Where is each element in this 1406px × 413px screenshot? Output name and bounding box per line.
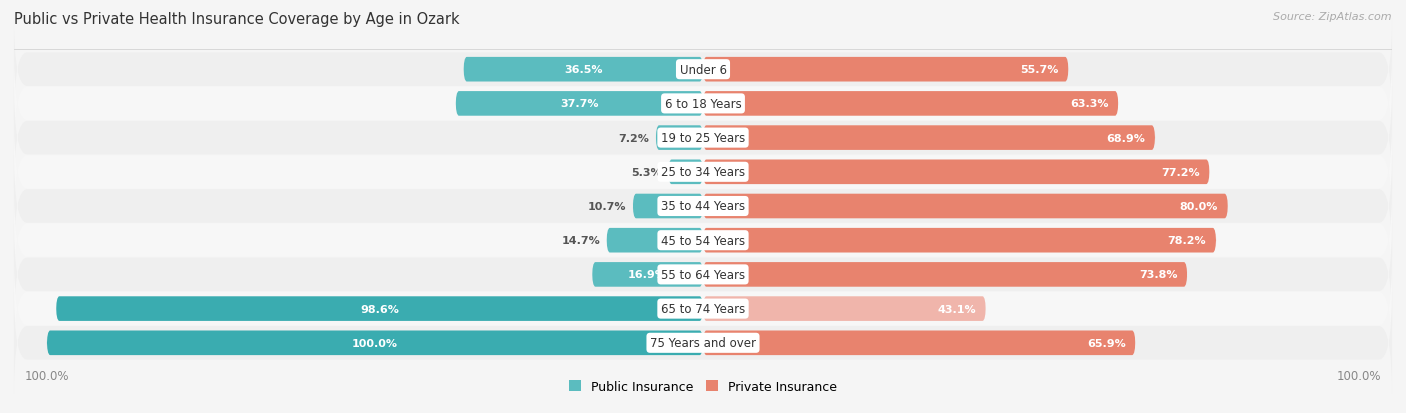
FancyBboxPatch shape — [14, 292, 1392, 394]
Text: 37.7%: 37.7% — [560, 99, 599, 109]
Text: 10.7%: 10.7% — [588, 202, 626, 211]
Text: 16.9%: 16.9% — [628, 270, 666, 280]
Text: 55 to 64 Years: 55 to 64 Years — [661, 268, 745, 281]
Text: 68.9%: 68.9% — [1107, 133, 1146, 143]
Legend: Public Insurance, Private Insurance: Public Insurance, Private Insurance — [564, 375, 842, 398]
Text: 6 to 18 Years: 6 to 18 Years — [665, 97, 741, 111]
FancyBboxPatch shape — [703, 262, 1187, 287]
Text: 65 to 74 Years: 65 to 74 Years — [661, 302, 745, 316]
Text: 43.1%: 43.1% — [938, 304, 976, 314]
Text: 80.0%: 80.0% — [1180, 202, 1218, 211]
Text: 45 to 54 Years: 45 to 54 Years — [661, 234, 745, 247]
FancyBboxPatch shape — [703, 297, 986, 321]
FancyBboxPatch shape — [633, 194, 703, 219]
FancyBboxPatch shape — [668, 160, 703, 185]
Text: 75 Years and over: 75 Years and over — [650, 337, 756, 349]
Text: 36.5%: 36.5% — [564, 65, 603, 75]
Text: 77.2%: 77.2% — [1161, 167, 1199, 177]
Text: 63.3%: 63.3% — [1070, 99, 1108, 109]
Text: 14.7%: 14.7% — [561, 236, 600, 246]
FancyBboxPatch shape — [14, 223, 1392, 326]
FancyBboxPatch shape — [703, 58, 1069, 82]
Text: Under 6: Under 6 — [679, 64, 727, 76]
Text: 5.3%: 5.3% — [631, 167, 662, 177]
FancyBboxPatch shape — [14, 121, 1392, 224]
FancyBboxPatch shape — [14, 87, 1392, 190]
FancyBboxPatch shape — [14, 155, 1392, 258]
Text: 25 to 34 Years: 25 to 34 Years — [661, 166, 745, 179]
FancyBboxPatch shape — [703, 194, 1227, 219]
FancyBboxPatch shape — [592, 262, 703, 287]
Text: 100.0%: 100.0% — [352, 338, 398, 348]
FancyBboxPatch shape — [703, 228, 1216, 253]
Text: 55.7%: 55.7% — [1021, 65, 1059, 75]
FancyBboxPatch shape — [703, 92, 1118, 116]
FancyBboxPatch shape — [14, 189, 1392, 292]
Text: 19 to 25 Years: 19 to 25 Years — [661, 132, 745, 145]
FancyBboxPatch shape — [703, 331, 1136, 355]
FancyBboxPatch shape — [56, 297, 703, 321]
FancyBboxPatch shape — [46, 331, 703, 355]
FancyBboxPatch shape — [14, 19, 1392, 121]
Text: Source: ZipAtlas.com: Source: ZipAtlas.com — [1274, 12, 1392, 22]
Text: 35 to 44 Years: 35 to 44 Years — [661, 200, 745, 213]
Text: 65.9%: 65.9% — [1087, 338, 1126, 348]
FancyBboxPatch shape — [655, 126, 703, 151]
FancyBboxPatch shape — [14, 52, 1392, 156]
Text: 73.8%: 73.8% — [1139, 270, 1177, 280]
Text: 7.2%: 7.2% — [619, 133, 650, 143]
Text: Public vs Private Health Insurance Coverage by Age in Ozark: Public vs Private Health Insurance Cover… — [14, 12, 460, 27]
Text: 98.6%: 98.6% — [360, 304, 399, 314]
FancyBboxPatch shape — [703, 126, 1156, 151]
Text: 78.2%: 78.2% — [1167, 236, 1206, 246]
FancyBboxPatch shape — [606, 228, 703, 253]
FancyBboxPatch shape — [456, 92, 703, 116]
FancyBboxPatch shape — [14, 257, 1392, 361]
FancyBboxPatch shape — [703, 160, 1209, 185]
FancyBboxPatch shape — [464, 58, 703, 82]
